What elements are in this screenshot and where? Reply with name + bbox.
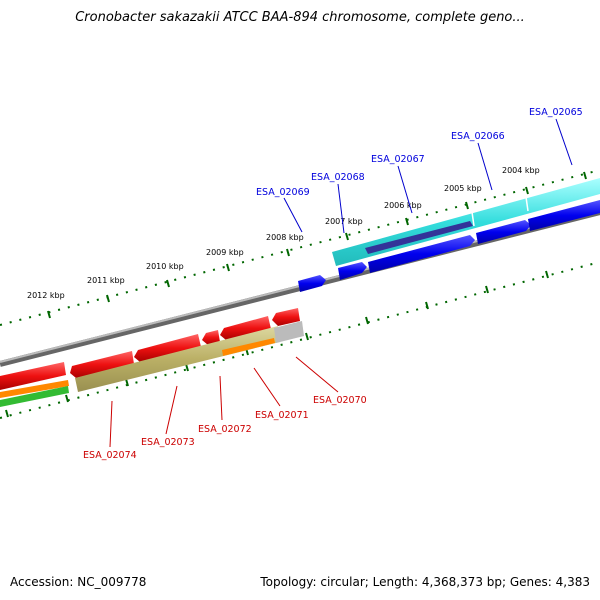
scale-label: 2007 kbp — [325, 217, 363, 226]
inner-scale-track — [0, 261, 600, 419]
gene-arrow — [134, 334, 201, 362]
scale-label: 2006 kbp — [384, 201, 422, 210]
gene-label: ESA_02067 — [371, 154, 425, 165]
gene-arrow — [220, 316, 271, 340]
gene-label: ESA_02072 — [198, 424, 252, 435]
gene-label: ESA_02070 — [313, 395, 367, 406]
gene-arrow — [272, 308, 300, 326]
gene-arrow — [476, 220, 531, 244]
top-gene-labels: ESA_02069 ESA_02068 ESA_02067 ESA_02066 … — [256, 107, 583, 198]
gene-arrow — [338, 262, 367, 280]
scale-labels: 2012 kbp 2011 kbp 2010 kbp 2009 kbp 2008… — [27, 166, 540, 300]
forward-strand-features — [298, 178, 600, 292]
olive-feature — [75, 326, 280, 392]
scale-label: 2012 kbp — [27, 291, 65, 300]
gene-label: ESA_02071 — [255, 410, 309, 421]
scale-label: 2008 kbp — [266, 233, 304, 242]
top-leader-lines — [283, 118, 573, 234]
scale-label: 2010 kbp — [146, 262, 184, 271]
bottom-leader-lines — [109, 356, 339, 448]
gene-label: ESA_02066 — [451, 131, 505, 142]
gene-arrow — [528, 200, 600, 231]
gene-arrow — [0, 362, 66, 390]
gene-label: ESA_02073 — [141, 437, 195, 448]
gene-arrow — [368, 235, 475, 273]
gene-label: ESA_02074 — [83, 450, 137, 461]
gene-arrow — [365, 221, 473, 254]
gene-arrow — [202, 330, 220, 345]
accession-text: Accession: NC_009778 — [10, 575, 147, 589]
orange-feature — [0, 380, 69, 398]
scale-label: 2004 kbp — [502, 166, 540, 175]
topology-summary: Topology: circular; Length: 4,368,373 bp… — [260, 575, 590, 589]
scale-label: 2011 kbp — [87, 276, 125, 285]
orange-feature — [222, 338, 275, 356]
green-feature — [0, 386, 69, 407]
scale-label: 2005 kbp — [444, 184, 482, 193]
gene-arrow — [70, 351, 134, 378]
scale-label: 2009 kbp — [206, 248, 244, 257]
gene-label: ESA_02065 — [529, 107, 583, 118]
reverse-strand-features — [0, 308, 304, 407]
outer-scale-track — [0, 169, 600, 326]
map-title: Cronobacter sakazakii ATCC BAA-894 chrom… — [75, 10, 525, 25]
bottom-gene-labels: ESA_02074 ESA_02073 ESA_02072 ESA_02071 … — [83, 395, 367, 461]
gene-arrow — [298, 275, 326, 292]
gene-label: ESA_02068 — [311, 172, 365, 183]
grey-feature — [274, 321, 304, 343]
gene-label: ESA_02069 — [256, 187, 310, 198]
